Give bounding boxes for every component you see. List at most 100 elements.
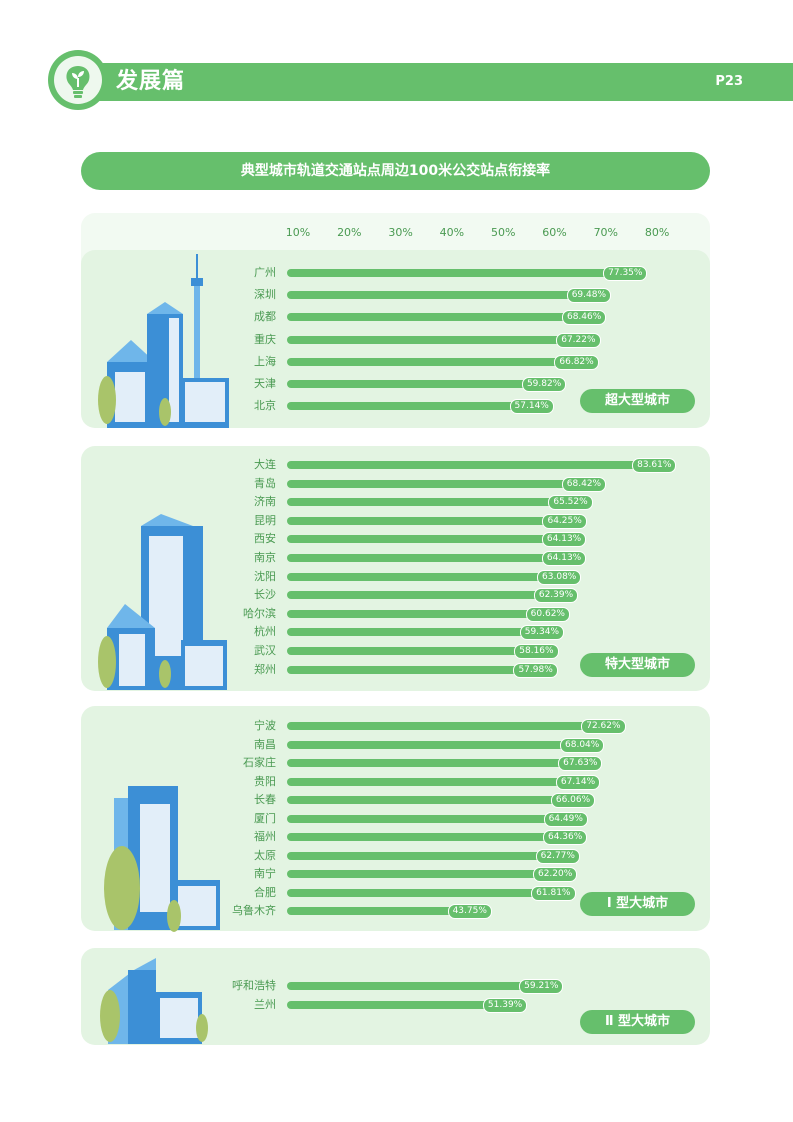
- value-label: 72.62%: [581, 719, 626, 734]
- city-label: 西安: [254, 532, 276, 546]
- city-label: 兰州: [254, 997, 276, 1011]
- city-label: 武汉: [254, 644, 276, 657]
- city-skyline-illustration-1: [98, 254, 229, 428]
- bar: [287, 870, 575, 878]
- city-label: 合肥: [254, 885, 276, 899]
- bar: [287, 982, 562, 990]
- city-label: 济南: [254, 495, 276, 509]
- city-label: 大连: [254, 458, 276, 471]
- city-label: 宁波: [254, 719, 276, 732]
- category-mega-button[interactable]: 特大型城市: [580, 653, 695, 677]
- value-label: 43.75%: [447, 904, 492, 919]
- city-label: 呼和浩特: [232, 979, 276, 992]
- bar: [287, 777, 598, 786]
- value-label: 62.20%: [532, 867, 578, 882]
- value-label: 62.77%: [535, 848, 580, 864]
- city-label: 上海: [254, 354, 276, 368]
- city-label: 石家庄: [243, 756, 276, 769]
- value-label: 63.08%: [537, 569, 582, 585]
- value-label: 61.81%: [531, 885, 576, 901]
- city-label: 深圳: [254, 288, 276, 302]
- bar: [287, 479, 604, 488]
- city-label: 长春: [254, 793, 276, 806]
- bar: [287, 313, 604, 322]
- value-label: 64.25%: [542, 513, 587, 529]
- value-label: 67.14%: [555, 774, 601, 790]
- value-label: 64.13%: [541, 532, 587, 548]
- value-label: 51.39%: [482, 997, 528, 1013]
- bar: [287, 796, 593, 804]
- category-type1-button[interactable]: Ⅰ 型大城市: [580, 892, 695, 916]
- value-label: 64.13%: [541, 551, 587, 566]
- value-label: 58.16%: [514, 644, 559, 659]
- city-label: 福州: [254, 830, 276, 843]
- value-label: 83.61%: [632, 458, 677, 473]
- bar: [287, 291, 609, 300]
- bar: [287, 722, 624, 730]
- bar: [287, 498, 591, 507]
- value-label: 60.62%: [525, 606, 570, 622]
- bar: [287, 357, 597, 366]
- logo-badge: [48, 50, 108, 110]
- city-label: 青岛: [254, 476, 276, 490]
- value-label: 67.22%: [556, 332, 601, 348]
- city-label: 长沙: [254, 588, 276, 602]
- city-skyline-illustration-3: [104, 786, 220, 932]
- value-label: 59.34%: [519, 625, 565, 641]
- page-number: P23: [715, 74, 743, 89]
- bar: [287, 554, 584, 562]
- bar: [287, 335, 599, 344]
- city-label: 北京: [254, 399, 276, 413]
- city-label: 乌鲁木齐: [232, 904, 276, 917]
- category-super-large-button[interactable]: 超大型城市: [580, 389, 695, 413]
- city-label: 杭州: [254, 625, 276, 639]
- city-label: 南京: [254, 551, 276, 564]
- city-label: 广州: [254, 266, 276, 279]
- value-label: 59.82%: [521, 377, 567, 392]
- city-skyline-illustration-4: [100, 958, 208, 1044]
- city-label: 郑州: [254, 662, 276, 676]
- value-label: 77.35%: [603, 266, 648, 281]
- bar: [287, 516, 585, 525]
- bar: [287, 609, 568, 618]
- city-label: 贵阳: [254, 774, 276, 788]
- bar: [287, 888, 574, 897]
- city-skyline-illustration-2: [98, 514, 227, 690]
- bar: [287, 628, 562, 637]
- value-label: 59.21%: [519, 979, 564, 994]
- value-label: 68.04%: [560, 737, 605, 753]
- bar: [287, 269, 646, 277]
- section-title: 发展篇: [116, 69, 186, 94]
- bar: [287, 647, 557, 655]
- value-label: 66.06%: [550, 793, 596, 808]
- bar: [287, 535, 584, 544]
- value-label: 69.48%: [566, 288, 612, 304]
- value-label: 68.46%: [561, 310, 607, 326]
- value-label: 57.98%: [513, 662, 558, 678]
- bar: [287, 572, 580, 581]
- city-label: 南宁: [254, 867, 276, 880]
- lightbulb-sprout-icon: [66, 66, 90, 98]
- bar: [287, 402, 552, 411]
- city-label: 太原: [254, 848, 276, 862]
- bar: [287, 814, 586, 823]
- value-label: 62.39%: [533, 588, 579, 604]
- bar: [287, 907, 490, 915]
- city-label: 南昌: [254, 737, 276, 751]
- city-label: 沈阳: [254, 569, 276, 583]
- bar: [287, 740, 603, 749]
- category-type2-button[interactable]: Ⅱ 型大城市: [580, 1010, 695, 1034]
- city-label: 厦门: [254, 811, 276, 825]
- value-label: 68.42%: [561, 476, 607, 492]
- value-label: 65.52%: [548, 495, 593, 511]
- bar: [287, 665, 556, 674]
- bar: [287, 851, 578, 860]
- bar: [287, 591, 576, 600]
- bar: [287, 461, 675, 469]
- bar: [287, 1000, 525, 1009]
- value-label: 57.14%: [509, 399, 554, 415]
- value-label: 64.36%: [542, 830, 588, 845]
- value-label: 66.82%: [554, 354, 599, 370]
- bar: [287, 759, 601, 767]
- city-label: 成都: [254, 310, 276, 324]
